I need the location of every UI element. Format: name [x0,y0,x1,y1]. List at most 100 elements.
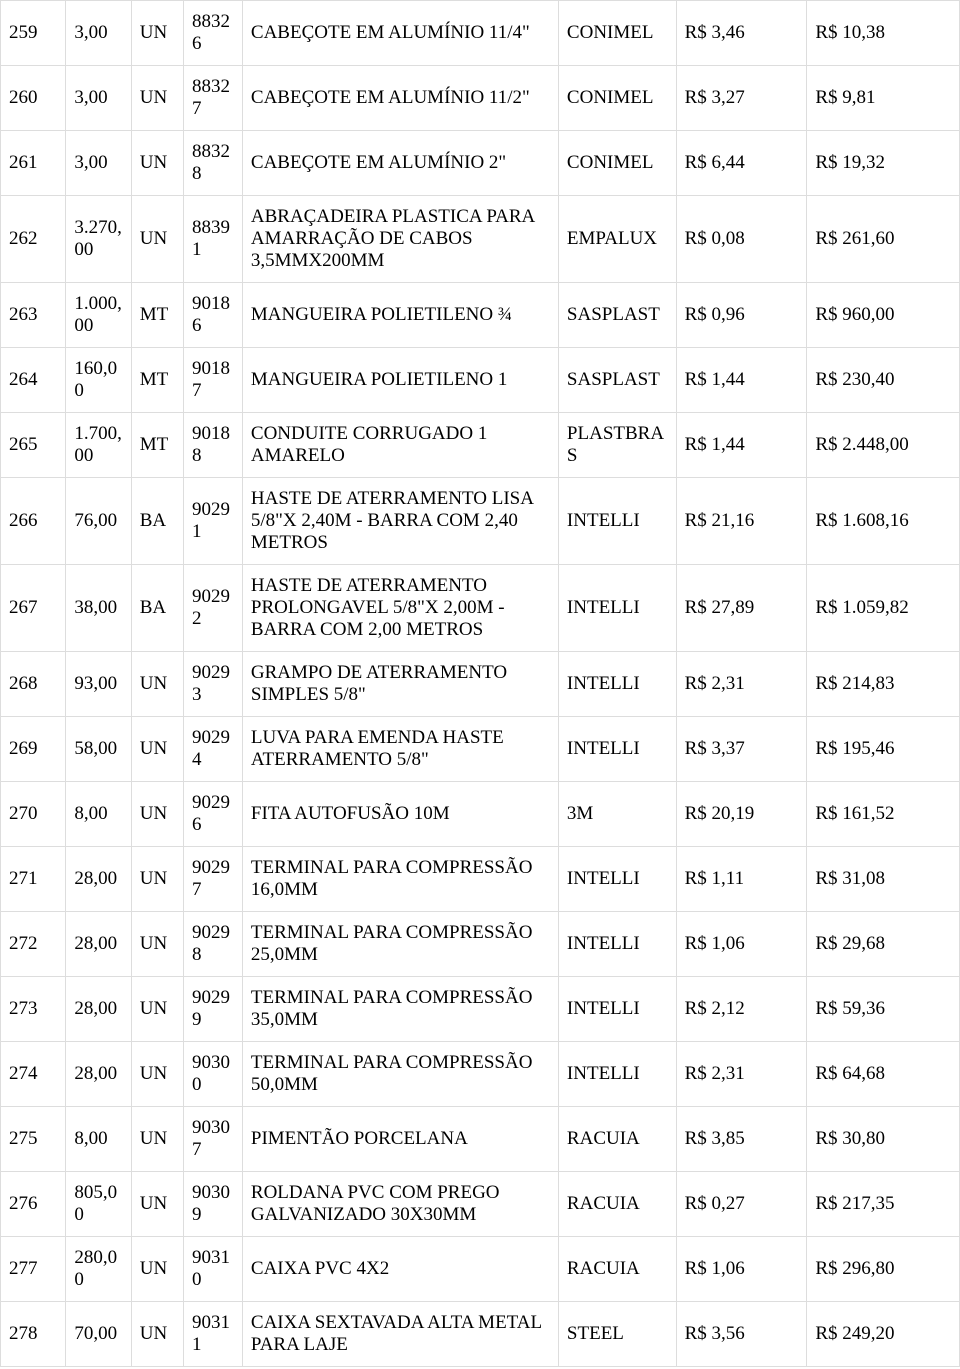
cell-brand: 3M [558,782,676,847]
cell-code: 90188 [184,413,243,478]
cell-brand: CONIMEL [558,66,676,131]
table-row: 27228,00UN90298TERMINAL PARA COMPRESSÃO … [1,912,960,977]
cell-total: R$ 10,38 [807,1,960,66]
cell-item: 266 [1,478,66,565]
cell-item: 265 [1,413,66,478]
table-row: 26893,00UN90293GRAMPO DE ATERRAMENTO SIM… [1,652,960,717]
cell-item: 264 [1,348,66,413]
cell-desc: MANGUEIRA POLIETILENO ¾ [242,283,558,348]
cell-item: 276 [1,1172,66,1237]
cell-desc: CABEÇOTE EM ALUMÍNIO 11/4" [242,1,558,66]
cell-unit: MT [131,348,183,413]
cell-item: 274 [1,1042,66,1107]
table-row: 276805,00UN90309ROLDANA PVC COM PREGO GA… [1,1172,960,1237]
cell-unit-price: R$ 3,56 [676,1302,807,1367]
cell-unit-price: R$ 3,85 [676,1107,807,1172]
cell-code: 90293 [184,652,243,717]
table-row: 26958,00UN90294LUVA PARA EMENDA HASTE AT… [1,717,960,782]
cell-unit-price: R$ 20,19 [676,782,807,847]
cell-brand: PLASTBRAS [558,413,676,478]
cell-unit: MT [131,283,183,348]
cell-desc: FITA AUTOFUSÃO 10M [242,782,558,847]
cell-brand: INTELLI [558,717,676,782]
cell-qty: 70,00 [66,1302,131,1367]
cell-brand: CONIMEL [558,131,676,196]
cell-item: 262 [1,196,66,283]
cell-qty: 76,00 [66,478,131,565]
cell-unit-price: R$ 3,37 [676,717,807,782]
cell-brand: INTELLI [558,565,676,652]
cell-total: R$ 19,32 [807,131,960,196]
cell-brand: INTELLI [558,652,676,717]
table-row: 27128,00UN90297TERMINAL PARA COMPRESSÃO … [1,847,960,912]
cell-code: 90296 [184,782,243,847]
cell-item: 272 [1,912,66,977]
cell-desc: CABEÇOTE EM ALUMÍNIO 2" [242,131,558,196]
cell-qty: 805,00 [66,1172,131,1237]
cell-brand: INTELLI [558,977,676,1042]
cell-code: 90291 [184,478,243,565]
cell-brand: RACUIA [558,1172,676,1237]
cell-total: R$ 9,81 [807,66,960,131]
cell-item: 278 [1,1302,66,1367]
cell-unit: UN [131,717,183,782]
cell-item: 273 [1,977,66,1042]
cell-unit-price: R$ 0,08 [676,196,807,283]
cell-unit: UN [131,1042,183,1107]
cell-code: 90311 [184,1302,243,1367]
items-table: 2593,00UN88326CABEÇOTE EM ALUMÍNIO 11/4"… [0,0,960,1367]
cell-total: R$ 64,68 [807,1042,960,1107]
cell-unit-price: R$ 2,31 [676,652,807,717]
cell-desc: MANGUEIRA POLIETILENO 1 [242,348,558,413]
cell-qty: 3.270,00 [66,196,131,283]
cell-unit-price: R$ 21,16 [676,478,807,565]
cell-desc: CAIXA PVC 4X2 [242,1237,558,1302]
cell-desc: CABEÇOTE EM ALUMÍNIO 11/2" [242,66,558,131]
cell-total: R$ 195,46 [807,717,960,782]
cell-qty: 3,00 [66,1,131,66]
cell-desc: ROLDANA PVC COM PREGO GALVANIZADO 30X30M… [242,1172,558,1237]
table-row: 26738,00BA90292HASTE DE ATERRAMENTO PROL… [1,565,960,652]
cell-brand: EMPALUX [558,196,676,283]
cell-qty: 3,00 [66,131,131,196]
cell-unit: UN [131,66,183,131]
cell-unit: UN [131,131,183,196]
table-row: 277280,00UN90310CAIXA PVC 4X2RACUIAR$ 1,… [1,1237,960,1302]
cell-unit: UN [131,1237,183,1302]
cell-code: 90186 [184,283,243,348]
cell-brand: SASPLAST [558,348,676,413]
cell-unit: UN [131,196,183,283]
cell-qty: 8,00 [66,782,131,847]
cell-brand: SASPLAST [558,283,676,348]
table-row: 2631.000,00MT90186MANGUEIRA POLIETILENO … [1,283,960,348]
cell-qty: 3,00 [66,66,131,131]
cell-unit-price: R$ 2,12 [676,977,807,1042]
cell-unit: UN [131,1302,183,1367]
cell-total: R$ 1.608,16 [807,478,960,565]
cell-desc: LUVA PARA EMENDA HASTE ATERRAMENTO 5/8" [242,717,558,782]
cell-total: R$ 249,20 [807,1302,960,1367]
cell-unit: UN [131,652,183,717]
cell-unit: UN [131,1107,183,1172]
cell-unit: BA [131,478,183,565]
cell-qty: 28,00 [66,912,131,977]
cell-code: 88391 [184,196,243,283]
cell-unit-price: R$ 0,96 [676,283,807,348]
cell-total: R$ 59,36 [807,977,960,1042]
cell-unit-price: R$ 3,27 [676,66,807,131]
cell-unit: UN [131,1172,183,1237]
cell-unit-price: R$ 1,06 [676,1237,807,1302]
cell-desc: TERMINAL PARA COMPRESSÃO 16,0MM [242,847,558,912]
cell-item: 269 [1,717,66,782]
cell-brand: RACUIA [558,1107,676,1172]
cell-desc: PIMENTÃO PORCELANA [242,1107,558,1172]
cell-qty: 28,00 [66,1042,131,1107]
table-row: 2651.700,00MT90188CONDUITE CORRUGADO 1 A… [1,413,960,478]
cell-desc: CONDUITE CORRUGADO 1 AMARELO [242,413,558,478]
cell-code: 90297 [184,847,243,912]
table-row: 26676,00BA90291HASTE DE ATERRAMENTO LISA… [1,478,960,565]
cell-qty: 28,00 [66,977,131,1042]
cell-desc: ABRAÇADEIRA PLASTICA PARA AMARRAÇÃO DE C… [242,196,558,283]
cell-unit-price: R$ 1,44 [676,348,807,413]
cell-qty: 280,00 [66,1237,131,1302]
